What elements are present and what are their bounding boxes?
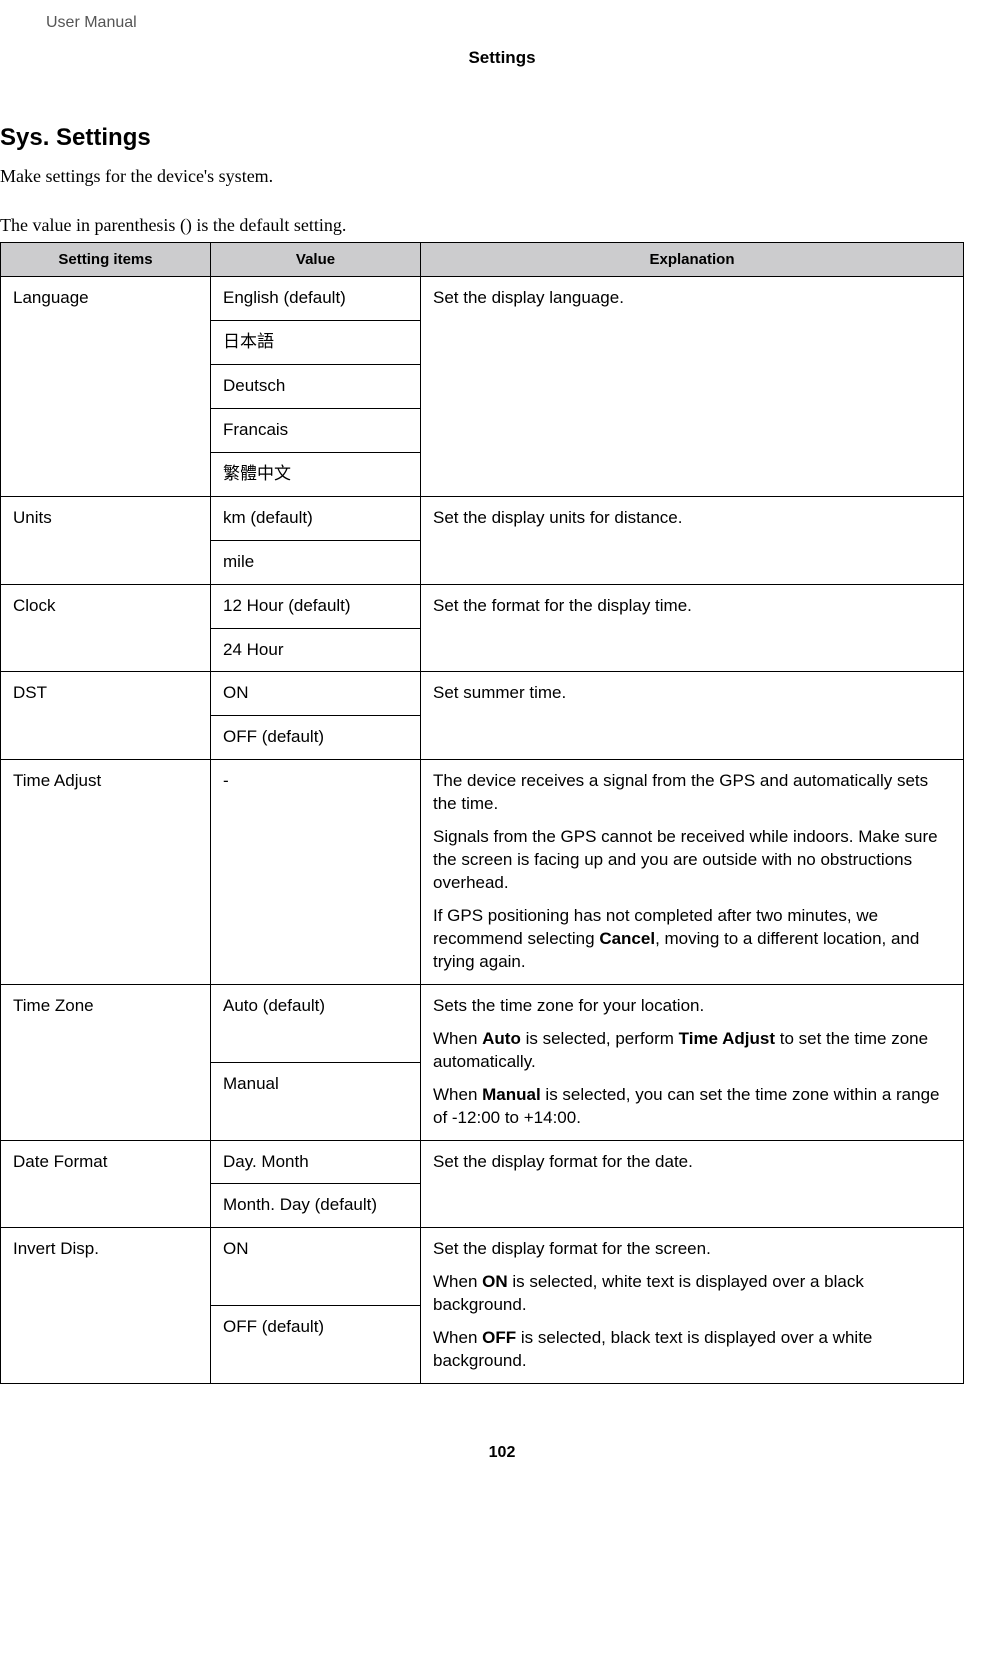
explain-text: When ON is selected, white text is displ… [433, 1271, 951, 1317]
setting-value: English (default) [211, 277, 421, 321]
table-row: Date Format Day. Month Set the display f… [1, 1140, 964, 1184]
setting-value: Day. Month [211, 1140, 421, 1184]
setting-value: - [211, 760, 421, 985]
setting-explain: Set the display format for the screen. W… [421, 1228, 964, 1384]
setting-explain: Sets the time zone for your location. Wh… [421, 984, 964, 1140]
page-heading: Sys. Settings [0, 124, 964, 152]
table-row: Clock 12 Hour (default) Set the format f… [1, 584, 964, 628]
setting-label: Clock [1, 584, 211, 672]
setting-value: 24 Hour [211, 628, 421, 672]
setting-value: ON [211, 672, 421, 716]
setting-label: Time Zone [1, 984, 211, 1140]
setting-value: 12 Hour (default) [211, 584, 421, 628]
col-value: Value [211, 243, 421, 277]
setting-label: Time Adjust [1, 760, 211, 985]
setting-value: km (default) [211, 496, 421, 540]
table-header-row: Setting items Value Explanation [1, 243, 964, 277]
setting-value: Francais [211, 408, 421, 452]
setting-explain: Set the display format for the date. [421, 1140, 964, 1228]
explain-text: When Manual is selected, you can set the… [433, 1084, 951, 1130]
table-row: DST ON Set summer time. [1, 672, 964, 716]
table-row: Time Zone Auto (default) Sets the time z… [1, 984, 964, 1062]
setting-explain: Set the display units for distance. [421, 496, 964, 584]
setting-value: Month. Day (default) [211, 1184, 421, 1228]
intro-text: Make settings for the device's system. [0, 166, 964, 187]
setting-value: Auto (default) [211, 984, 421, 1062]
setting-value: 日本語 [211, 320, 421, 364]
setting-label: Language [1, 277, 211, 497]
setting-value: OFF (default) [211, 1306, 421, 1384]
default-note: The value in parenthesis () is the defau… [0, 215, 964, 236]
setting-value: 繁體中文 [211, 452, 421, 496]
explain-text: When OFF is selected, black text is disp… [433, 1327, 951, 1373]
setting-value: Manual [211, 1062, 421, 1140]
table-row: Invert Disp. ON Set the display format f… [1, 1228, 964, 1306]
setting-label: Invert Disp. [1, 1228, 211, 1384]
setting-value: mile [211, 540, 421, 584]
explain-text: If GPS positioning has not completed aft… [433, 905, 951, 974]
explain-text: Sets the time zone for your location. [433, 995, 951, 1018]
table-row: Units km (default) Set the display units… [1, 496, 964, 540]
section-title: Settings [40, 48, 964, 68]
setting-value: ON [211, 1228, 421, 1306]
col-explanation: Explanation [421, 243, 964, 277]
doc-header-label: User Manual [40, 14, 964, 32]
setting-label: Date Format [1, 1140, 211, 1228]
table-row: Time Adjust - The device receives a sign… [1, 760, 964, 985]
setting-value: OFF (default) [211, 716, 421, 760]
setting-label: Units [1, 496, 211, 584]
explain-text: The device receives a signal from the GP… [433, 770, 951, 816]
explain-text: Set the display format for the screen. [433, 1238, 951, 1261]
setting-explain: Set summer time. [421, 672, 964, 760]
explain-text: Signals from the GPS cannot be received … [433, 826, 951, 895]
setting-explain: Set the format for the display time. [421, 584, 964, 672]
setting-label: DST [1, 672, 211, 760]
setting-value: Deutsch [211, 364, 421, 408]
table-row: Language English (default) Set the displ… [1, 277, 964, 321]
page-number: 102 [40, 1444, 964, 1462]
setting-explain: Set the display language. [421, 277, 964, 497]
col-setting-items: Setting items [1, 243, 211, 277]
settings-table: Setting items Value Explanation Language… [0, 242, 964, 1384]
setting-explain: The device receives a signal from the GP… [421, 760, 964, 985]
explain-text: When Auto is selected, perform Time Adju… [433, 1028, 951, 1074]
